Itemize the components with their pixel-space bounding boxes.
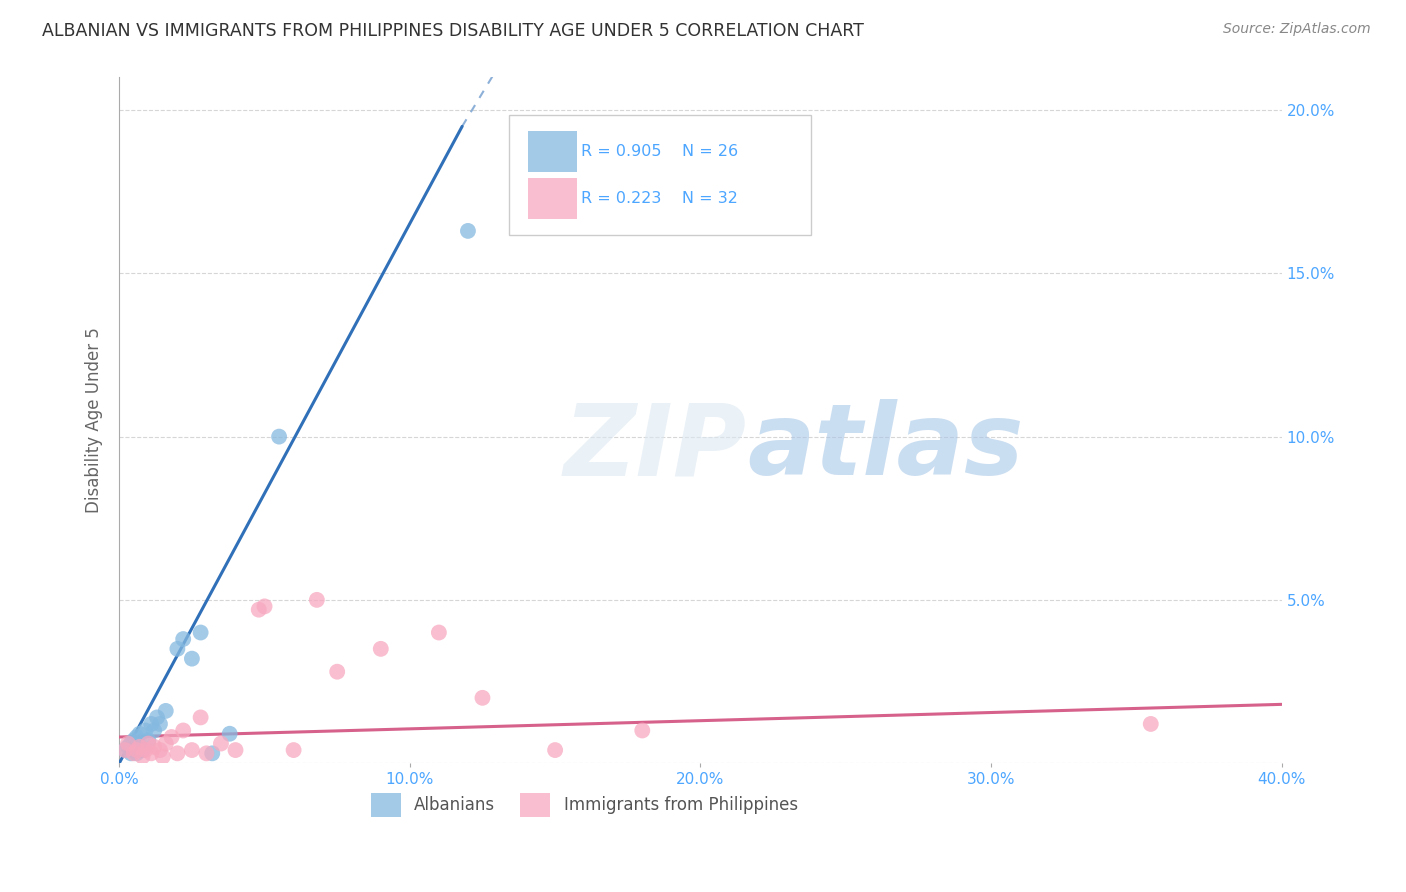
Point	[146, 710, 169, 724]
Point	[134, 723, 156, 738]
Point	[141, 717, 163, 731]
Text: ZIP: ZIP	[564, 400, 747, 496]
Point	[427, 625, 450, 640]
Point	[125, 743, 148, 757]
Point	[218, 727, 240, 741]
Point	[253, 599, 276, 614]
Y-axis label: Disability Age Under 5: Disability Age Under 5	[86, 327, 103, 513]
Point	[283, 743, 305, 757]
Point	[131, 743, 153, 757]
Point	[136, 733, 159, 747]
Point	[224, 743, 246, 757]
Text: R = 0.905    N = 26: R = 0.905 N = 26	[581, 145, 738, 160]
Point	[122, 743, 145, 757]
Text: Source: ZipAtlas.com: Source: ZipAtlas.com	[1223, 22, 1371, 37]
Point	[471, 690, 494, 705]
Point	[155, 737, 177, 751]
Point	[209, 737, 232, 751]
Point	[141, 747, 163, 761]
FancyBboxPatch shape	[529, 131, 578, 172]
Text: ALBANIAN VS IMMIGRANTS FROM PHILIPPINES DISABILITY AGE UNDER 5 CORRELATION CHART: ALBANIAN VS IMMIGRANTS FROM PHILIPPINES …	[42, 22, 865, 40]
FancyBboxPatch shape	[509, 115, 811, 235]
Point	[370, 641, 392, 656]
Point	[305, 592, 328, 607]
Point	[120, 737, 142, 751]
Point	[267, 429, 290, 443]
Point	[117, 737, 139, 751]
Point	[457, 224, 479, 238]
Point	[544, 743, 567, 757]
Point	[128, 739, 150, 754]
Point	[136, 737, 159, 751]
Point	[128, 739, 150, 754]
Point	[180, 743, 202, 757]
Point	[155, 704, 177, 718]
Point	[631, 723, 654, 738]
Text: R = 0.223    N = 32: R = 0.223 N = 32	[581, 191, 738, 206]
Point	[152, 749, 174, 764]
Point	[172, 723, 194, 738]
Point	[247, 602, 270, 616]
Point	[131, 749, 153, 764]
Point	[160, 730, 183, 744]
Point	[326, 665, 349, 679]
Point	[117, 739, 139, 754]
Point	[149, 743, 172, 757]
Point	[166, 641, 188, 656]
Point	[114, 743, 136, 757]
Point	[122, 747, 145, 761]
Point	[195, 747, 218, 761]
Point	[190, 625, 212, 640]
Point	[143, 739, 166, 754]
Point	[172, 632, 194, 646]
Point	[120, 747, 142, 761]
Text: atlas: atlas	[747, 400, 1024, 496]
Point	[134, 743, 156, 757]
Point	[125, 730, 148, 744]
Point	[201, 747, 224, 761]
Point	[1139, 717, 1161, 731]
Point	[190, 710, 212, 724]
Legend: Albanians, Immigrants from Philippines: Albanians, Immigrants from Philippines	[364, 787, 804, 823]
Point	[122, 733, 145, 747]
Point	[114, 743, 136, 757]
Point	[128, 727, 150, 741]
Point	[125, 747, 148, 761]
Point	[180, 651, 202, 665]
Point	[149, 717, 172, 731]
Point	[143, 723, 166, 738]
Point	[166, 747, 188, 761]
FancyBboxPatch shape	[529, 178, 578, 219]
